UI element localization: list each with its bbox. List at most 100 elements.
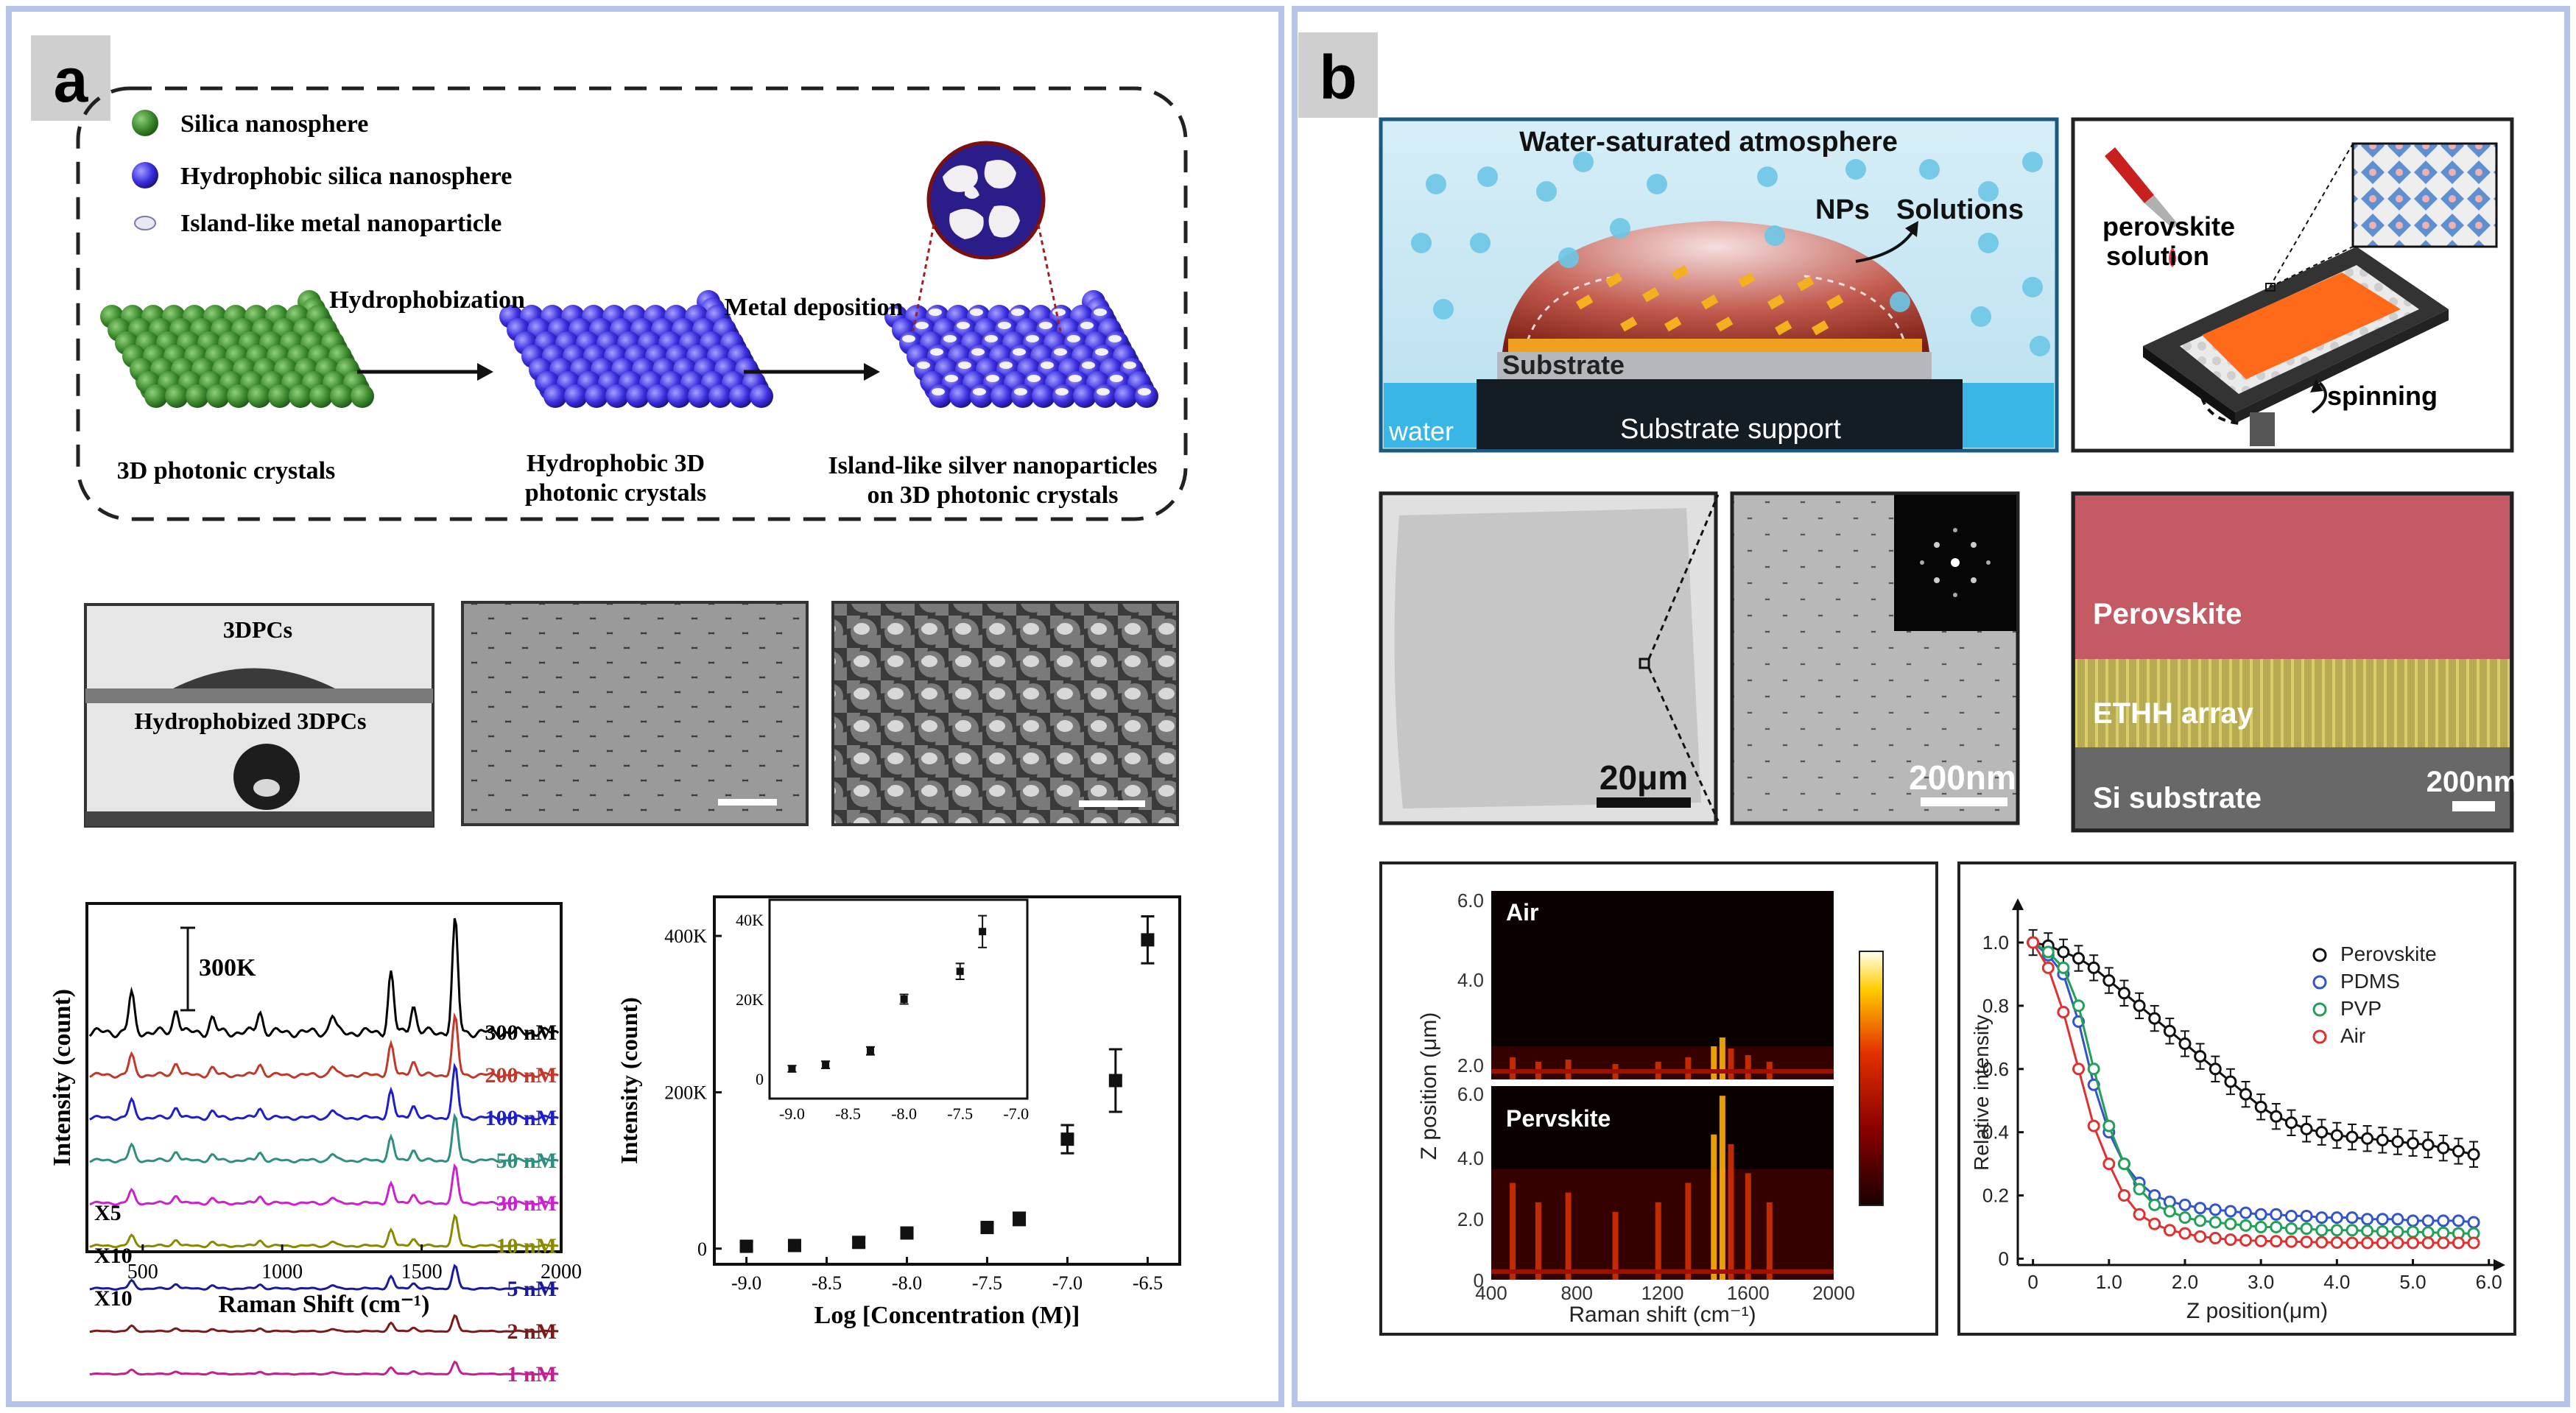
data-point xyxy=(2148,1217,2161,1230)
nps-label: NPs xyxy=(1815,194,1870,225)
data-point xyxy=(2361,1236,2374,1250)
x-tick-label: -8.0 xyxy=(892,1272,922,1294)
x-tick-label: -9.0 xyxy=(731,1272,761,1294)
sem-cross-section xyxy=(2071,491,2514,833)
data-point xyxy=(2057,961,2070,974)
x-axis-label: Z position(μm) xyxy=(2186,1299,2328,1323)
data-point xyxy=(2376,1213,2389,1226)
legend-entry: PVP xyxy=(2340,997,2382,1020)
raman-line xyxy=(1655,1202,1661,1280)
heatmap-y-tick: 2.0 xyxy=(1457,1208,1484,1230)
data-point xyxy=(900,1226,914,1240)
water-droplet xyxy=(1890,292,1910,312)
data-point xyxy=(2300,1236,2313,1249)
nanoparticle xyxy=(1664,316,1682,332)
sphere xyxy=(729,384,753,408)
raman-line xyxy=(1612,1211,1619,1280)
sphere xyxy=(543,384,567,408)
spinning-label: spinning xyxy=(2327,381,2438,411)
legend-silica: Silica nanosphere xyxy=(180,110,368,138)
heatmap-bright-band xyxy=(1491,1069,1834,1074)
data-point xyxy=(2452,1236,2465,1250)
spin-coating-schematic xyxy=(2071,117,2514,453)
data-point xyxy=(2194,1214,2207,1227)
island-particle xyxy=(1123,362,1136,369)
inset-data-point xyxy=(900,996,908,1003)
island-particle xyxy=(1110,375,1123,382)
y-tick-label: 0.4 xyxy=(1982,1121,2009,1144)
support-label: Substrate support xyxy=(1620,414,1841,445)
sem-scale-label-1: 20μm xyxy=(1600,758,1688,797)
data-point xyxy=(2209,1203,2222,1216)
sem-overview xyxy=(1379,491,1718,825)
nanoparticle xyxy=(1642,287,1660,303)
island-particle xyxy=(1052,309,1066,316)
solution-label-1: perovskite xyxy=(2102,211,2235,242)
raman-line xyxy=(1745,1173,1751,1280)
data-point xyxy=(2437,1226,2450,1239)
spectrum-line xyxy=(89,1213,559,1249)
series-label: 1 nM xyxy=(507,1362,557,1386)
intensity-chart-frame xyxy=(1957,861,2516,1336)
data-point xyxy=(2391,1135,2404,1149)
solutions-label: Solutions xyxy=(1896,194,2024,225)
zoom-line-right xyxy=(1037,224,1062,332)
x-tick-label: -8.5 xyxy=(812,1272,842,1294)
heatmap-base-band xyxy=(1491,1169,1834,1280)
series-label: 30 nM xyxy=(496,1191,557,1216)
data-point xyxy=(2194,1202,2207,1215)
cross-section-substrate: Si substrate xyxy=(2093,782,2262,814)
data-point xyxy=(2330,1129,2343,1142)
nanoparticle xyxy=(1797,275,1815,292)
island-particle xyxy=(1011,309,1024,316)
cross-section-array: ETHH array xyxy=(2093,697,2254,730)
data-point xyxy=(2376,1236,2389,1250)
sphere xyxy=(206,384,230,408)
island-particle xyxy=(958,362,971,369)
raman-line xyxy=(1711,1046,1717,1079)
water-droplet xyxy=(1978,233,1999,253)
island-particle xyxy=(1055,388,1069,395)
data-point xyxy=(2102,1157,2116,1171)
data-point xyxy=(2239,1234,2253,1247)
arrow-head-1 xyxy=(477,363,493,381)
panel-a-tag-box xyxy=(31,35,110,121)
raman-line xyxy=(1728,1049,1734,1079)
contact-angle-image xyxy=(84,603,434,828)
data-point xyxy=(2057,1006,2070,1019)
data-point xyxy=(2209,1063,2222,1076)
water-droplet xyxy=(1573,152,1594,172)
data-point xyxy=(2163,1205,2176,1218)
legend-hydrophobic: Hydrophobic silica nanosphere xyxy=(180,163,512,190)
island-particle xyxy=(902,335,915,342)
legend-marker xyxy=(2312,1029,2327,1044)
data-point xyxy=(2178,1198,2192,1211)
data-point xyxy=(2361,1213,2374,1226)
sphere xyxy=(330,384,353,408)
inset-y-tick-label: 20K xyxy=(736,990,764,1009)
heatmap-y-tick: 4.0 xyxy=(1457,969,1484,991)
data-point xyxy=(2163,1024,2176,1037)
water-droplet xyxy=(1426,174,1446,194)
inset-data-point xyxy=(866,1047,874,1055)
data-point xyxy=(2102,1119,2116,1132)
data-point xyxy=(2437,1214,2450,1227)
island-particle xyxy=(929,309,942,316)
x-tick-label: 1500 xyxy=(401,1261,443,1283)
legend-entry: Perovskite xyxy=(2340,942,2437,965)
water-droplet xyxy=(1647,174,1667,194)
y-tick-label: 200K xyxy=(664,1082,707,1103)
raman-line xyxy=(1685,1057,1692,1079)
nanoparticle xyxy=(1738,272,1756,288)
series-label: 5 nM xyxy=(507,1277,557,1301)
data-point xyxy=(2270,1208,2283,1221)
heatmap-y-tick: 6.0 xyxy=(1457,1083,1484,1105)
nanoparticle xyxy=(1620,316,1638,332)
data-point xyxy=(2346,1224,2359,1237)
sphere xyxy=(309,384,333,408)
data-point xyxy=(980,1221,994,1235)
heatmap-y-tick: 2.0 xyxy=(1457,1054,1484,1077)
x-axis-label: Log [Concentration (M)] xyxy=(814,1302,1080,1329)
island-particle xyxy=(1080,322,1094,329)
island-particle xyxy=(998,322,1011,329)
